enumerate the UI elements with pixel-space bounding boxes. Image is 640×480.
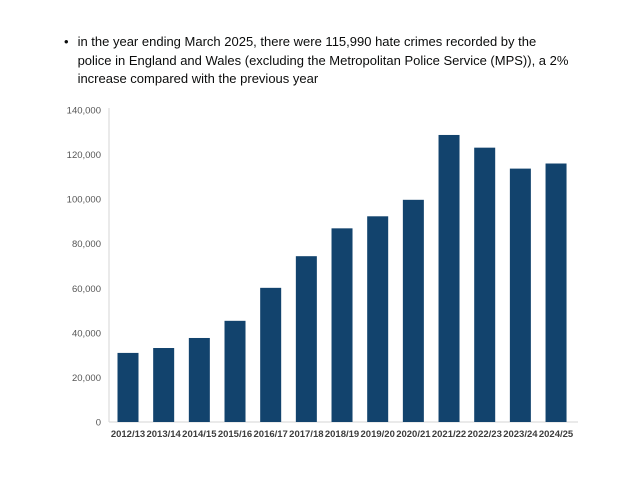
- y-tick-label: 120,000: [67, 150, 101, 161]
- bullet-icon: •: [64, 34, 69, 49]
- bar: [224, 320, 246, 422]
- y-tick-label: 0: [96, 418, 101, 429]
- x-tick-label: 2023/24: [503, 429, 538, 440]
- bar: [545, 163, 567, 422]
- summary-line-2: police in England and Wales (excluding t…: [77, 52, 569, 68]
- hate-crimes-bar-chart: 0 20,000 40,000 60,000 80,000 100,000 120,000 1…: [67, 106, 578, 440]
- summary-line-3: increase compared with the previous year: [77, 71, 319, 86]
- x-tick-label: 2017/18: [289, 429, 323, 440]
- x-tick-label: 2020/21: [396, 429, 431, 440]
- bar: [438, 134, 460, 422]
- x-tick-label: 2018/19: [325, 429, 359, 440]
- y-tick-label: 40,000: [72, 328, 101, 339]
- x-tick-label: 2014/15: [182, 429, 217, 440]
- bar: [295, 256, 317, 422]
- x-tick-label: 2015/16: [218, 429, 252, 440]
- chart-area: 0 20,000 40,000 60,000 80,000 100,000 120,000 1…: [55, 98, 585, 448]
- bar: [402, 199, 424, 422]
- x-tick-label: 2013/14: [146, 429, 181, 440]
- x-tick-label: 2016/17: [254, 429, 288, 440]
- bar: [260, 287, 282, 422]
- bar: [117, 352, 139, 422]
- y-tick-label: 100,000: [67, 195, 101, 206]
- x-tick-label: 2012/13: [111, 429, 145, 440]
- y-tick-label: 140,000: [67, 106, 101, 117]
- x-tick-label: 2022/23: [468, 429, 502, 440]
- bar: [509, 168, 531, 422]
- y-tick-label: 60,000: [72, 284, 101, 295]
- x-tick-label: 2019/20: [361, 429, 395, 440]
- y-tick-label: 20,000: [72, 373, 101, 384]
- x-tick-label: 2021/22: [432, 429, 466, 440]
- bar: [367, 216, 389, 422]
- bar: [331, 228, 353, 422]
- bar: [474, 147, 496, 422]
- summary-bullet: • in the year ending March 2025, there w…: [64, 33, 609, 89]
- bar: [153, 348, 175, 422]
- x-tick-label: 2024/25: [539, 429, 574, 440]
- bar: [188, 337, 210, 422]
- y-tick-label: 80,000: [72, 239, 101, 250]
- summary-line-1: in the year ending March 2025, there wer…: [77, 34, 537, 49]
- summary-bullet-text: in the year ending March 2025, there wer…: [78, 33, 609, 89]
